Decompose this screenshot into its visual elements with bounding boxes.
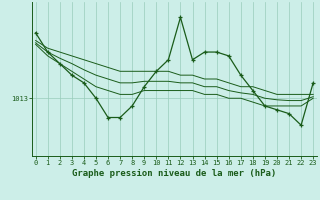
X-axis label: Graphe pression niveau de la mer (hPa): Graphe pression niveau de la mer (hPa) bbox=[72, 169, 276, 178]
